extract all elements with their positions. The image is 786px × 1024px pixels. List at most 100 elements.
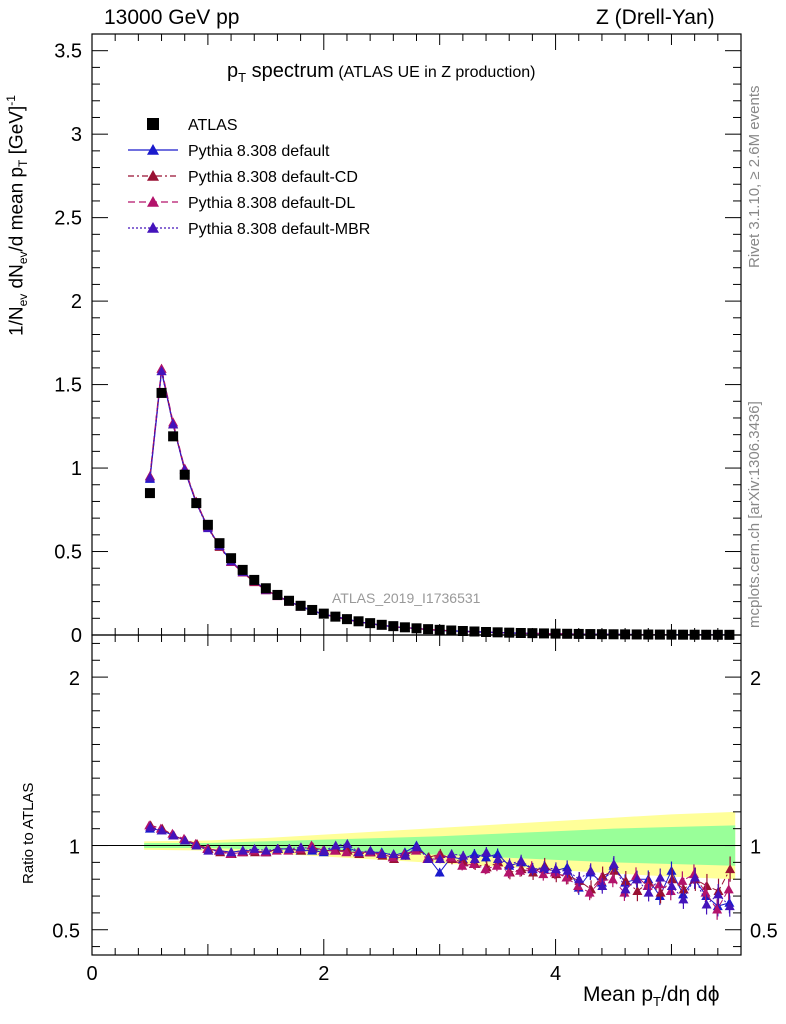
atlas-point [492,627,503,638]
atlas-point [318,608,329,619]
legend-label-dl: Pythia 8.308 default-DL [188,195,355,212]
legend-item-default: Pythia 8.308 default [128,143,330,160]
ratio-marker-dl [677,875,688,885]
ratio-marker-dl [654,879,665,889]
atlas-point [562,628,573,639]
ratio-marker-mbr [423,854,434,863]
ratio-marker-mbr [145,822,156,831]
atlas-point [144,488,155,499]
y-tick-label: 0 [71,625,82,647]
ratio-marker-mbr [249,843,260,853]
ratio-marker-mbr [272,843,283,853]
atlas-point [295,600,306,611]
ratio-marker-mbr [214,845,225,855]
ratio-marker-mbr [632,874,643,884]
atlas-point [423,624,434,635]
ratio-marker-mbr [284,843,295,853]
ratio-marker-mbr [203,845,214,855]
ratio-marker-mbr [307,843,318,853]
legend-item-atlas: ATLAS [147,117,238,134]
legend-item-cd: Pythia 8.308 default-CD [128,169,358,186]
atlas-point [608,629,619,640]
ratio-marker-cd [701,880,712,890]
ratio-marker-dl [561,872,572,882]
ratio-marker-mbr [666,880,677,890]
ratio-marker-mbr [678,894,689,904]
legend-marker-dl [147,196,159,207]
ratio-tick-label-right: 2 [750,668,761,690]
plot-subtitle: (ATLAS UE in Z production) [338,64,536,81]
ratio-marker-dl [457,860,468,870]
atlas-point [272,589,283,600]
x-tick-label: 2 [318,963,329,985]
ratio-frame [91,634,742,956]
ratio-marker-dl [584,887,595,897]
ratio-tick-label-left: 0.5 [52,921,80,943]
ratio-marker-mbr [550,864,561,874]
ratio-tick-label-right: 1 [750,837,761,859]
ratio-marker-default [666,865,677,875]
y-axis-title: 1/Nev dNev/d mean pT [GeV]-1 [4,95,31,336]
legend-marker-cd [147,170,159,181]
marker-mbr [168,419,179,429]
ratio-marker-mbr [597,880,608,890]
ratio-marker-mbr [458,850,469,860]
ratio-marker-dl [723,884,734,894]
ratio-marker-cd [620,875,631,885]
legend-label-atlas: ATLAS [188,117,238,134]
ratio-marker-dl [480,864,491,874]
ratio-marker-mbr [191,840,202,850]
atlas-point [538,628,549,639]
y-tick-label: 2.5 [54,208,82,230]
atlas-point [249,574,260,585]
ratio-marker-mbr [353,847,364,857]
atlas-point [260,583,271,594]
ratio-marker-mbr [156,825,167,835]
ratio-marker-mbr [446,848,457,858]
ratio-marker-mbr [342,838,353,848]
x-tick-label: 0 [86,963,97,985]
ratio-marker-mbr [504,859,515,869]
legend-label-default: Pythia 8.308 default [188,143,330,160]
ratio-marker-dl [515,865,526,875]
legend-label-cd: Pythia 8.308 default-CD [188,169,358,186]
ratio-marker-dl [329,845,340,855]
ratio-marker-mbr [365,845,376,855]
atlas-point [284,595,295,606]
ratio-tick-label-left: 1 [69,837,80,859]
ratio-marker-mbr [713,889,724,899]
rivet-label: Rivet 3.1.10, ≥ 2.6M events [746,85,763,269]
ratio-marker-dl [607,874,618,884]
ratio-marker-mbr [400,850,411,860]
y-tick-label: 1.5 [54,375,82,397]
atlas-point [585,629,596,640]
ratio-marker-cd [678,884,689,894]
ratio-marker-mbr [481,847,492,857]
ratio-marker-mbr [492,854,503,863]
ratio-marker-mbr [562,865,573,875]
atlas-point [469,626,480,637]
ratio-marker-mbr [226,847,237,857]
plot-title: pT spectrum (ATLAS UE in Z production) [227,60,535,85]
atlas-point [353,616,364,627]
atlas-point [202,519,213,530]
ratio-marker-cd [655,887,666,897]
atlas-point [237,564,248,575]
ratio-marker-dl [573,880,584,890]
ratio-panel: 0 2 4 0.5 0.5 1 1 2 2 [52,634,778,985]
legend-marker-mbr [147,222,159,233]
ratio-marker-mbr [724,901,735,911]
atlas-point [399,622,410,633]
atlas-point [365,618,376,629]
ratio-marker-mbr [585,865,596,875]
ratio-marker-default [469,848,480,858]
ratio-marker-cd [725,864,736,874]
plot-title-main: pT spectrum [227,60,334,85]
ratio-marker-dl [700,887,711,897]
ratio-marker-mbr [261,845,272,855]
analysis-label: ATLAS_2019_I1736531 [332,590,481,606]
x-axis-title: Mean pT/dη dϕ [583,983,720,1010]
ratio-marker-dl [642,880,653,890]
ratio-marker-mbr [377,848,388,858]
